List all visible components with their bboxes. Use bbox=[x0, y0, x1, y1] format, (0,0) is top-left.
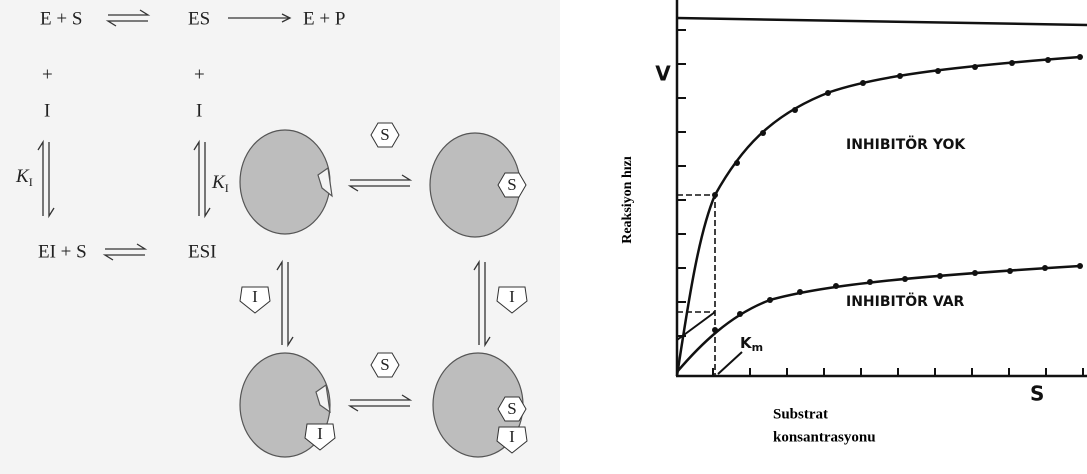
curve-dot bbox=[972, 64, 978, 70]
graph: V INHIBITÖR YOK INHIBITÖR VAR Km S Reaks… bbox=[620, 0, 1087, 445]
ligand-label: I bbox=[252, 287, 258, 306]
ticks bbox=[677, 29, 1084, 376]
curve-dot bbox=[897, 73, 903, 79]
curve-dot bbox=[767, 297, 773, 303]
ligand-shape bbox=[370, 122, 400, 148]
ligand-label: I bbox=[317, 424, 323, 443]
y-axis-label: Reaksiyon hızı bbox=[620, 156, 635, 244]
km-label: Km bbox=[740, 334, 763, 355]
ligand-label: S bbox=[380, 355, 389, 374]
constant: KI bbox=[211, 172, 229, 194]
curve-dot bbox=[1077, 263, 1083, 269]
curve-dot bbox=[734, 160, 740, 166]
constant-symbol: K bbox=[15, 166, 30, 187]
constant-symbol: K bbox=[211, 172, 226, 193]
plus: + bbox=[42, 64, 53, 85]
ligand-label: I bbox=[509, 427, 515, 446]
km-guides bbox=[677, 194, 716, 376]
curve-dot bbox=[825, 90, 831, 96]
curve-dot bbox=[792, 107, 798, 113]
points bbox=[712, 54, 1083, 333]
ligand-shape bbox=[497, 396, 527, 422]
equilibrium-arrow bbox=[347, 394, 413, 412]
ligand-shape bbox=[496, 426, 528, 454]
curve-dot bbox=[1042, 265, 1048, 271]
product: E + P bbox=[303, 8, 345, 29]
ligand-shape bbox=[497, 172, 527, 198]
curve-dot bbox=[935, 68, 941, 74]
curve-dot bbox=[972, 270, 978, 276]
curve-dot bbox=[937, 273, 943, 279]
binding-site bbox=[317, 166, 333, 198]
initial-line bbox=[676, 311, 716, 341]
ligand-label: S bbox=[380, 125, 389, 144]
curve-label: INHIBITÖR YOK bbox=[846, 135, 966, 153]
curve-dot bbox=[712, 327, 718, 333]
ligand-shape bbox=[370, 352, 400, 378]
curve-dot bbox=[760, 130, 766, 136]
ligand-shape bbox=[239, 286, 271, 314]
curve-dot bbox=[797, 289, 803, 295]
equilibrium-arrow bbox=[276, 259, 294, 348]
curve-without-inhibitor bbox=[675, 55, 1081, 377]
km-subscript: m bbox=[752, 341, 763, 354]
curve-dot bbox=[833, 283, 839, 289]
reactant: E + S bbox=[40, 8, 82, 29]
equilibrium-arrow bbox=[102, 243, 148, 261]
curve-with-inhibitor bbox=[676, 264, 1081, 373]
s-label: S bbox=[1030, 382, 1044, 406]
ligand-label: S bbox=[507, 175, 516, 194]
ligand-shape bbox=[304, 423, 336, 451]
equilibrium-arrow bbox=[105, 9, 151, 27]
constant-subscript: I bbox=[29, 175, 33, 189]
curve-dot bbox=[860, 80, 866, 86]
equilibrium-arrow bbox=[347, 174, 413, 192]
equilibrium-arrow bbox=[37, 139, 55, 219]
x-axis-label: konsantrasyonu bbox=[773, 429, 876, 445]
x-axis-label: Substrat bbox=[773, 406, 828, 422]
v-label: V bbox=[655, 62, 671, 86]
ligand-label: S bbox=[507, 399, 516, 418]
ligand-label: I bbox=[509, 287, 515, 306]
inhibitor: I bbox=[44, 100, 50, 121]
curve-dot bbox=[902, 276, 908, 282]
binding-site bbox=[315, 383, 331, 414]
inhibitor: I bbox=[196, 100, 202, 121]
inhibited-enzyme: EI + S bbox=[38, 241, 87, 262]
plus: + bbox=[194, 64, 205, 85]
curve-dot bbox=[737, 311, 743, 317]
constant-subscript: I bbox=[225, 181, 229, 195]
curve-dot bbox=[867, 279, 873, 285]
constant: KI bbox=[15, 166, 33, 188]
enzyme bbox=[239, 129, 331, 235]
ligand-shape bbox=[496, 286, 528, 314]
arrow-head bbox=[281, 13, 292, 23]
curve-label: INHIBITÖR VAR bbox=[846, 292, 965, 310]
curve-dot bbox=[712, 192, 718, 198]
equilibrium-arrow bbox=[193, 139, 211, 219]
km-pointer bbox=[717, 351, 743, 375]
curve-dot bbox=[1077, 54, 1083, 60]
km-symbol: K bbox=[740, 334, 753, 352]
complex: ES bbox=[188, 8, 210, 29]
curve-dot bbox=[1045, 57, 1051, 63]
inhibited-complex: ESI bbox=[188, 241, 217, 262]
curve-dot bbox=[1007, 268, 1013, 274]
vmax-line bbox=[676, 16, 1087, 27]
equilibrium-arrow bbox=[473, 259, 491, 348]
curve-dot bbox=[1009, 60, 1015, 66]
